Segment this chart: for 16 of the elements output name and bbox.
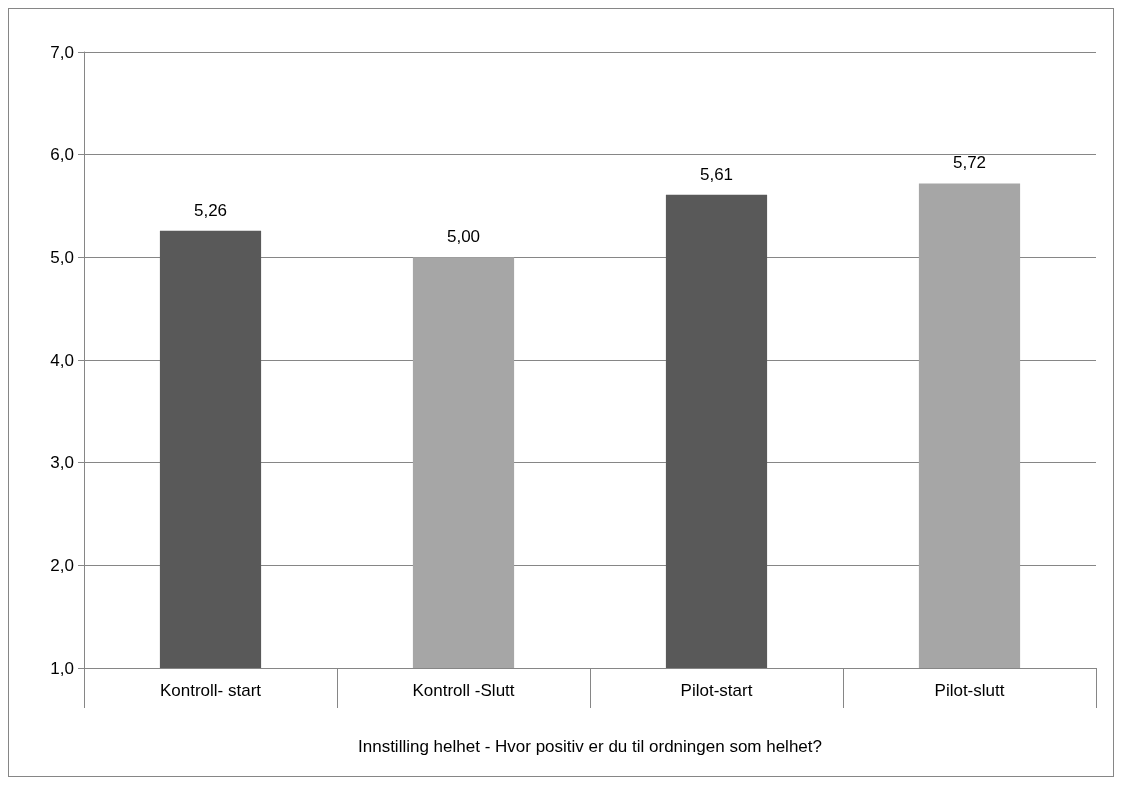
- data-label: 5,72: [952, 153, 987, 173]
- y-tick-label: 1,0: [50, 658, 74, 678]
- data-label: 5,00: [446, 227, 481, 247]
- y-tick-label: 4,0: [50, 350, 74, 370]
- y-tick-label: 6,0: [50, 145, 74, 165]
- data-label: 5,61: [699, 164, 734, 184]
- data-label: 5,26: [193, 200, 228, 220]
- x-tick-label: Kontroll- start: [159, 681, 262, 700]
- x-axis-title: Innstilling helhet - Hvor positiv er du til ordningen som helhet?: [358, 737, 822, 756]
- x-tick-label: Kontroll -Slutt: [412, 681, 515, 700]
- x-tick-label: Pilot-slutt: [934, 681, 1005, 700]
- x-tick-label: Pilot-start: [680, 681, 753, 700]
- y-tick-label: 7,0: [50, 42, 74, 62]
- y-tick-label: 3,0: [50, 453, 74, 473]
- y-tick-label: 5,0: [50, 247, 74, 267]
- y-tick-label: 2,0: [50, 555, 74, 575]
